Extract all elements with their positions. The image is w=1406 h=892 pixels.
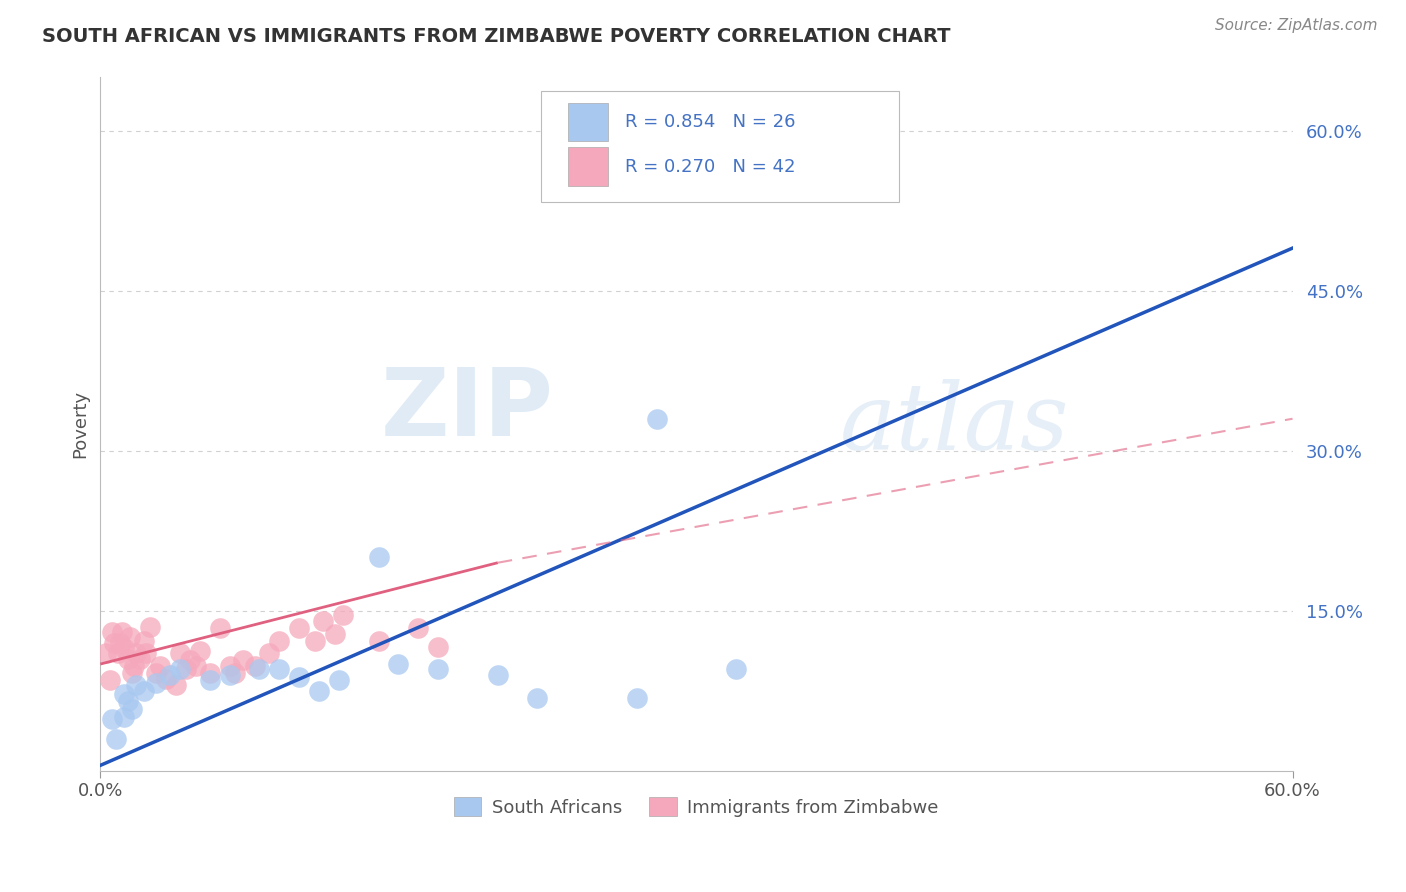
Point (328, 673, 350, 687)
Point (101, 625, 124, 640)
Point (103, 636, 125, 650)
FancyBboxPatch shape (568, 103, 609, 141)
Point (257, 646, 280, 660)
Point (247, 662, 270, 676)
Point (308, 683, 330, 698)
Point (232, 653, 254, 667)
Text: R = 0.270   N = 42: R = 0.270 N = 42 (624, 158, 796, 176)
Point (117, 694, 139, 708)
Point (486, 667, 509, 681)
Point (121, 702, 143, 716)
Point (122, 659, 145, 673)
Point (121, 665, 143, 680)
Point (645, 411, 668, 425)
Point (112, 710, 135, 724)
Point (218, 667, 240, 681)
Point (288, 670, 311, 684)
Point (96, 646, 118, 660)
Text: R = 0.854   N = 26: R = 0.854 N = 26 (624, 113, 796, 131)
Point (179, 653, 201, 667)
Point (208, 621, 231, 635)
Point (129, 651, 152, 665)
Point (332, 607, 354, 622)
Point (107, 646, 129, 660)
Point (269, 633, 291, 648)
Point (155, 672, 177, 686)
Point (626, 691, 648, 706)
Text: SOUTH AFRICAN VS IMMIGRANTS FROM ZIMBABWE POVERTY CORRELATION CHART: SOUTH AFRICAN VS IMMIGRANTS FROM ZIMBABW… (42, 27, 950, 45)
Point (198, 673, 221, 687)
Point (117, 651, 139, 665)
Point (105, 731, 128, 746)
Point (98, 673, 121, 687)
Point (145, 665, 167, 680)
Point (184, 659, 207, 673)
Point (132, 683, 155, 698)
Point (323, 627, 346, 641)
Point (125, 646, 148, 660)
Point (312, 615, 335, 629)
Point (367, 633, 389, 648)
Point (288, 621, 311, 635)
Point (218, 659, 240, 673)
Text: Source: ZipAtlas.com: Source: ZipAtlas.com (1215, 18, 1378, 33)
Point (188, 644, 211, 658)
Y-axis label: Poverty: Poverty (72, 390, 89, 458)
Text: atlas: atlas (839, 379, 1069, 469)
FancyBboxPatch shape (541, 91, 898, 202)
Point (110, 636, 132, 650)
Point (111, 625, 134, 640)
Point (269, 662, 291, 676)
Point (145, 676, 167, 690)
Point (112, 641, 135, 656)
Point (132, 633, 155, 648)
Point (169, 662, 191, 676)
FancyBboxPatch shape (568, 147, 609, 186)
Text: ZIP: ZIP (381, 364, 554, 456)
Point (427, 640, 450, 654)
Point (125, 678, 148, 692)
Point (198, 665, 221, 680)
Point (135, 646, 157, 660)
Point (245, 659, 267, 673)
Point (101, 713, 124, 727)
Point (367, 550, 389, 565)
Point (427, 662, 450, 676)
Point (725, 662, 748, 676)
Point (174, 662, 197, 676)
Point (304, 633, 326, 648)
Point (526, 691, 548, 706)
Point (149, 659, 172, 673)
Point (112, 687, 135, 701)
Point (406, 621, 429, 635)
Point (387, 657, 409, 671)
Point (169, 646, 191, 660)
Point (224, 665, 246, 680)
Point (139, 620, 162, 634)
Legend: South Africans, Immigrants from Zimbabwe: South Africans, Immigrants from Zimbabwe (447, 790, 946, 824)
Point (159, 667, 181, 681)
Point (165, 678, 187, 692)
Point (120, 631, 142, 645)
